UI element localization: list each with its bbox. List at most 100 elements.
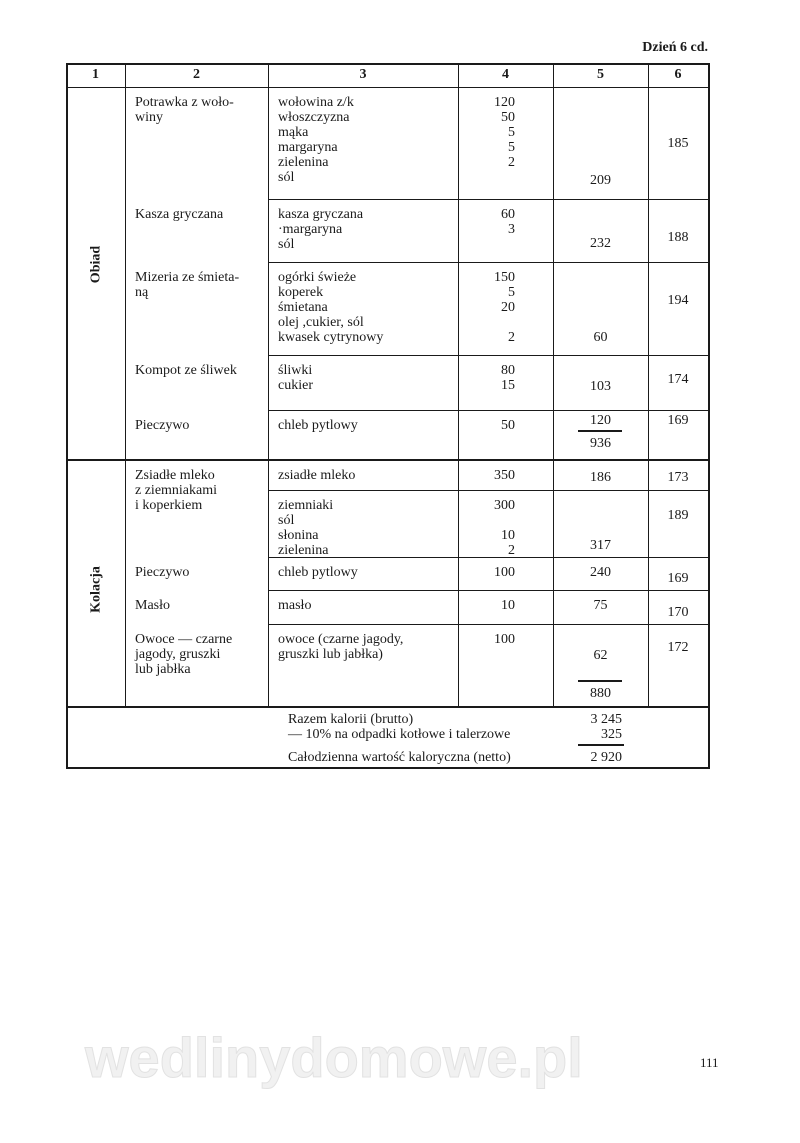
dish-name: Pieczywo xyxy=(135,418,190,433)
ingredient-amount: 10 xyxy=(501,598,515,613)
column-divider xyxy=(553,63,554,707)
dish-name: Kasza gryczana xyxy=(135,207,224,222)
ingredient-amount: 2 xyxy=(508,330,515,345)
ingredient-name: cukier xyxy=(278,378,313,393)
row-divider xyxy=(268,490,708,491)
column-divider xyxy=(268,63,269,707)
page-number: 111 xyxy=(700,1055,719,1070)
table-right-border xyxy=(708,63,710,769)
ingredient-amount: 2 xyxy=(508,543,515,558)
ingredient-name: masło xyxy=(278,598,312,613)
waste-label: — 10% na odpadki kotłowe i talerzowe xyxy=(288,727,511,742)
ingredient-amount: 5 xyxy=(508,125,515,140)
ingredient-amount: 50 xyxy=(501,110,515,125)
dish-name: Kompot ze śliwek xyxy=(135,363,237,378)
subtotal-rule xyxy=(578,680,622,682)
col6-value: 185 xyxy=(667,136,689,151)
ingredient-name: chleb pytlowy xyxy=(278,418,358,433)
sum-rule xyxy=(578,744,624,746)
ingredient-name: wołowina z/k xyxy=(278,95,354,110)
ingredient-name: zsiadłe mleko xyxy=(278,468,356,483)
kcal-value: 103 xyxy=(590,379,611,394)
ingredient-amount: 50 xyxy=(501,418,515,433)
ingredient-name: ·margaryna xyxy=(278,222,343,237)
net-value: 2 920 xyxy=(590,750,623,765)
ingredient-amount: 120 xyxy=(494,95,515,110)
subtotal-rule xyxy=(578,430,622,432)
ingredient-amount: 3 xyxy=(508,222,515,237)
gross-value: 3 245 xyxy=(590,712,623,727)
column-header-3: 3 xyxy=(359,67,367,82)
ingredient-name: włoszczyzna xyxy=(278,110,350,125)
col6-value: 169 xyxy=(667,413,689,428)
dish-name: Masło xyxy=(135,598,170,613)
ingredient-name: chleb pytlowy xyxy=(278,565,358,580)
ingredient-amount: 100 xyxy=(494,632,515,647)
column-header-6: 6 xyxy=(674,67,682,82)
table-bottom-border xyxy=(66,767,710,769)
ingredient-name: śmietana xyxy=(278,300,328,315)
ingredient-name: olej ,cukier, sól xyxy=(278,315,364,330)
dish-name: Owoce — czarne jagody, gruszki lub jabłk… xyxy=(135,632,233,677)
col6-value: 172 xyxy=(667,640,689,655)
row-divider xyxy=(268,355,708,356)
column-header-1: 1 xyxy=(92,67,99,82)
dish-name: Potrawka z woło- winy xyxy=(135,95,234,125)
section-label-kolacja: Kolacja xyxy=(88,566,104,613)
ingredient-amount: 150 xyxy=(494,270,515,285)
col6-value: 174 xyxy=(667,372,689,387)
ingredient-name: sól xyxy=(278,237,295,252)
ingredient-name: słonina xyxy=(278,528,319,543)
ingredient-amount: 5 xyxy=(508,140,515,155)
ingredient-amount: 2 xyxy=(508,155,515,170)
row-divider xyxy=(268,199,708,200)
header-rule xyxy=(66,87,708,88)
column-header-5: 5 xyxy=(597,67,604,82)
col6-value: 169 xyxy=(667,571,689,586)
kcal-value: 186 xyxy=(590,470,611,485)
page-header: Dzień 6 cd. xyxy=(642,40,708,55)
kcal-value: 60 xyxy=(593,330,608,345)
ingredient-name: zielenina xyxy=(278,543,329,558)
section-rule xyxy=(66,459,710,461)
row-divider xyxy=(268,410,708,411)
ingredient-amount: 20 xyxy=(501,300,515,315)
row-divider xyxy=(268,624,708,625)
ingredient-amount: 10 xyxy=(501,528,515,543)
row-divider xyxy=(268,557,708,558)
ingredient-name: ziemniaki xyxy=(278,498,334,513)
table-left-border xyxy=(66,63,68,769)
row-divider xyxy=(268,262,708,263)
ingredient-amount: 60 xyxy=(501,207,515,222)
col6-value: 170 xyxy=(667,605,689,620)
ingredient-name: mąka xyxy=(278,125,309,140)
dish-name: Mizeria ze śmieta- ną xyxy=(135,270,240,300)
ingredient-name: śliwki xyxy=(278,363,313,378)
ingredient-name: koperek xyxy=(278,285,324,300)
kcal-value: 75 xyxy=(593,598,608,613)
ingredient-name: margaryna xyxy=(278,140,338,155)
ingredient-name: sól xyxy=(278,513,295,528)
column-divider xyxy=(648,63,649,707)
gross-label: Razem kalorii (brutto) xyxy=(288,712,414,727)
col6-value: 173 xyxy=(667,470,689,485)
ingredient-amount: 15 xyxy=(501,378,515,393)
table-top-border xyxy=(66,63,710,65)
kcal-value: 232 xyxy=(590,236,611,251)
ingredient-amount: 300 xyxy=(494,498,515,513)
subtotal-value: 936 xyxy=(590,436,611,451)
subtotal-value: 880 xyxy=(590,686,611,701)
ingredient-name: owoce (czarne jagody, gruszki lub jabłka… xyxy=(278,632,404,662)
kcal-value: 209 xyxy=(590,173,611,188)
dish-name: Zsiadłe mleko z ziemniakami i koperkiem xyxy=(135,468,218,513)
ingredient-amount: 350 xyxy=(494,468,515,483)
ingredient-name: sól xyxy=(278,170,295,185)
ingredient-amount: 80 xyxy=(501,363,515,378)
section-label-obiad: Obiad xyxy=(88,245,104,284)
watermark: wedlinydomowe.pl xyxy=(85,1026,584,1089)
column-header-4: 4 xyxy=(502,67,509,82)
kcal-value: 62 xyxy=(593,648,608,663)
col6-value: 194 xyxy=(667,293,689,308)
ingredient-name: ogórki świeże xyxy=(278,270,357,285)
totals-rule xyxy=(66,706,710,708)
